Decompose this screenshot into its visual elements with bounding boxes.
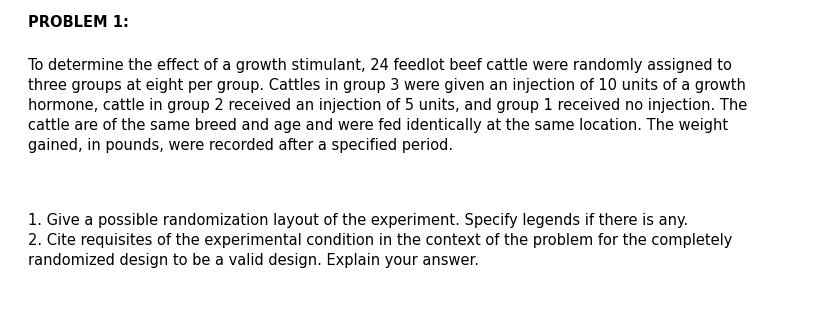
Text: 1. Give a possible randomization layout of the experiment. Specify legends if th: 1. Give a possible randomization layout …	[28, 213, 731, 268]
Text: PROBLEM 1:: PROBLEM 1:	[28, 15, 129, 30]
Text: To determine the effect of a growth stimulant, 24 feedlot beef cattle were rando: To determine the effect of a growth stim…	[28, 58, 747, 153]
